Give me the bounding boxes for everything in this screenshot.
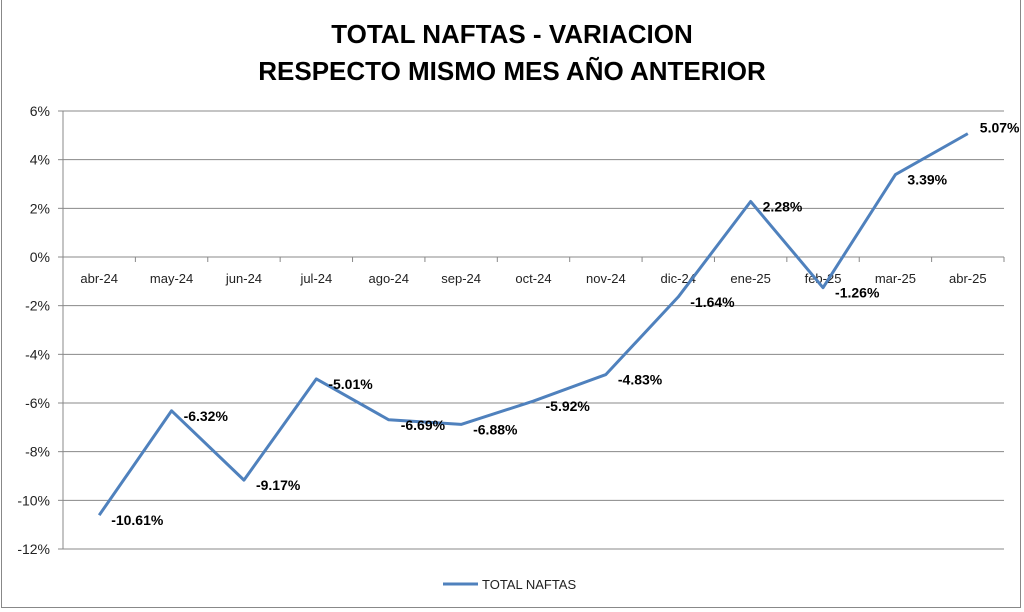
series-line bbox=[97, 132, 969, 517]
data-label: -1.64% bbox=[690, 294, 735, 310]
legend: TOTAL NAFTAS bbox=[443, 577, 576, 592]
data-label: -4.83% bbox=[618, 372, 663, 388]
x-tick-label: jun-24 bbox=[225, 271, 262, 286]
x-tick-label: nov-24 bbox=[586, 271, 626, 286]
data-label: -6.32% bbox=[184, 408, 229, 424]
y-tick-label: 0% bbox=[30, 249, 50, 265]
data-label: -10.61% bbox=[111, 512, 164, 528]
x-tick-label: may-24 bbox=[150, 271, 193, 286]
x-tick-label: dic-24 bbox=[661, 271, 696, 286]
x-tick-label: ene-25 bbox=[730, 271, 770, 286]
data-label: -6.88% bbox=[473, 421, 518, 437]
data-label: 5.07% bbox=[980, 120, 1020, 136]
chart-title-line-1: TOTAL NAFTAS - VARIACION bbox=[331, 19, 693, 49]
data-label: -5.92% bbox=[546, 398, 591, 414]
data-label: -1.26% bbox=[835, 285, 880, 301]
y-tick-label: -6% bbox=[25, 395, 50, 411]
data-label: 3.39% bbox=[907, 172, 947, 188]
x-tick-label: jul-24 bbox=[299, 271, 332, 286]
data-label: -6.69% bbox=[401, 417, 446, 433]
x-tick-label: ago-24 bbox=[368, 271, 408, 286]
y-tick-label: 6% bbox=[30, 103, 50, 119]
x-tick-label: oct-24 bbox=[515, 271, 551, 286]
data-label: 2.28% bbox=[763, 199, 803, 215]
y-tick-label: 4% bbox=[30, 152, 50, 168]
x-tick-label: sep-24 bbox=[441, 271, 481, 286]
y-tick-label: -4% bbox=[25, 346, 50, 362]
y-tick-label: 2% bbox=[30, 200, 50, 216]
data-label: -5.01% bbox=[328, 376, 373, 392]
y-tick-label: -10% bbox=[17, 492, 50, 508]
x-tick-label: abr-24 bbox=[80, 271, 118, 286]
data-label: -9.17% bbox=[256, 477, 301, 493]
legend-label: TOTAL NAFTAS bbox=[482, 577, 576, 592]
chart-title-line-2: RESPECTO MISMO MES AÑO ANTERIOR bbox=[258, 56, 766, 86]
x-tick-label: abr-25 bbox=[949, 271, 987, 286]
y-tick-label: -2% bbox=[25, 298, 50, 314]
x-tick-label: mar-25 bbox=[875, 271, 916, 286]
y-tick-label: -8% bbox=[25, 444, 50, 460]
y-tick-label: -12% bbox=[17, 541, 50, 557]
